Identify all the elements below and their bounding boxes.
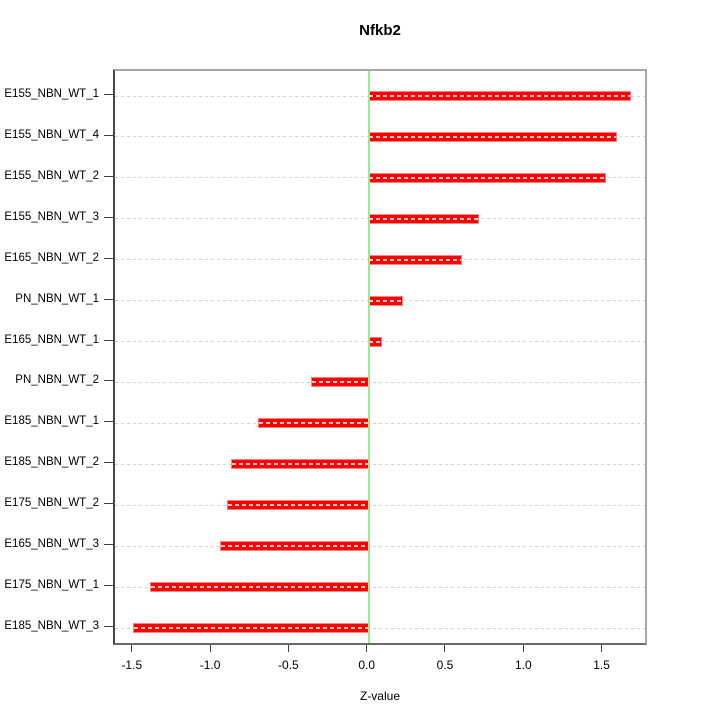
y-axis-category-label: E185_NBN_WT_3 [4,620,99,632]
bar [311,377,370,388]
bar-center-dashes [227,504,369,507]
x-axis-tick [209,645,211,652]
bar [226,500,370,511]
x-axis-tick-label: 0.5 [436,658,454,672]
bar-center-dashes [133,627,369,629]
bar-center-dashes [312,381,369,384]
y-axis-category-label: E155_NBN_WT_3 [4,210,99,223]
bar-center-dashes [368,217,479,220]
y-axis-tick [104,339,113,341]
y-axis-category-label: E185_NBN_WT_1 [4,415,99,428]
y-axis-tick [104,175,113,177]
plot-area [113,69,647,645]
y-axis-tick [104,585,113,587]
bar [220,541,370,552]
y-axis-category-label: E185_NBN_WT_2 [4,456,99,469]
y-axis-category-label: E155_NBN_WT_4 [4,128,99,141]
y-axis-tick [104,462,113,464]
row-gridline [115,627,645,629]
x-axis-tick-label: -1.0 [199,658,221,672]
x-axis-tick [287,645,289,652]
y-axis-category-label: E165_NBN_WT_2 [4,251,99,264]
x-axis-tick-label: 1.5 [593,658,610,672]
y-axis-category-label: E155_NBN_WT_2 [4,169,99,182]
y-axis-category-label: E175_NBN_WT_2 [4,497,99,510]
x-axis-title: Z-value [359,689,400,703]
bar [367,336,383,347]
row-gridline [115,422,645,424]
bar-center-dashes [368,258,462,261]
y-axis-category-label: E165_NBN_WT_3 [4,538,99,551]
bar-center-dashes [368,135,617,138]
x-axis-tick [601,645,603,652]
bar-center-dashes [151,586,369,589]
bar-center-dashes [259,422,369,425]
row-gridline [115,504,645,506]
y-axis-tick [104,421,113,423]
x-axis-tick-label: 1.0 [514,658,532,672]
y-axis-category-label: E175_NBN_WT_1 [4,579,99,592]
y-axis-category-label: E165_NBN_WT_1 [4,333,99,346]
bar [367,295,403,306]
x-axis-tick-label: 0.0 [358,658,376,672]
y-axis-category-label: PN_NBN_WT_1 [15,292,99,305]
bar [132,623,370,633]
bar [231,459,370,470]
y-axis-tick [104,626,113,627]
bar [367,91,632,101]
x-axis-tick [131,645,133,652]
y-axis-category-label: E155_NBN_WT_1 [4,88,99,100]
x-axis-tick-label: -1.5 [121,658,143,672]
bar-center-dashes [368,95,631,97]
bar-center-dashes [368,176,606,179]
x-axis-tick [522,645,524,652]
chart-title: Nfkb2 [359,22,401,39]
y-axis-tick [104,134,113,136]
row-gridline [115,381,645,383]
row-gridline [115,463,645,465]
x-axis-tick-label: -0.5 [278,658,299,672]
bar [150,582,370,593]
y-axis-tick [104,380,113,382]
bar-center-dashes [232,463,369,466]
y-axis-category-label: PN_NBN_WT_2 [15,374,99,387]
x-axis-tick [444,645,446,652]
bar [367,213,480,224]
bar [258,418,370,429]
y-axis-tick [104,216,113,218]
x-axis-tick [366,645,368,652]
bar-center-dashes [368,340,382,343]
bar [367,172,607,183]
y-axis-tick [104,503,113,505]
row-gridline [115,545,645,547]
bar [367,131,618,142]
bar [367,254,463,265]
y-axis-tick [104,298,113,300]
y-axis-tick [104,257,113,259]
y-axis-tick [104,94,113,95]
zero-reference-line [367,71,370,643]
y-axis-tick [104,544,113,546]
bar-center-dashes [221,545,369,548]
row-gridline [115,586,645,588]
bar-center-dashes [368,299,402,302]
